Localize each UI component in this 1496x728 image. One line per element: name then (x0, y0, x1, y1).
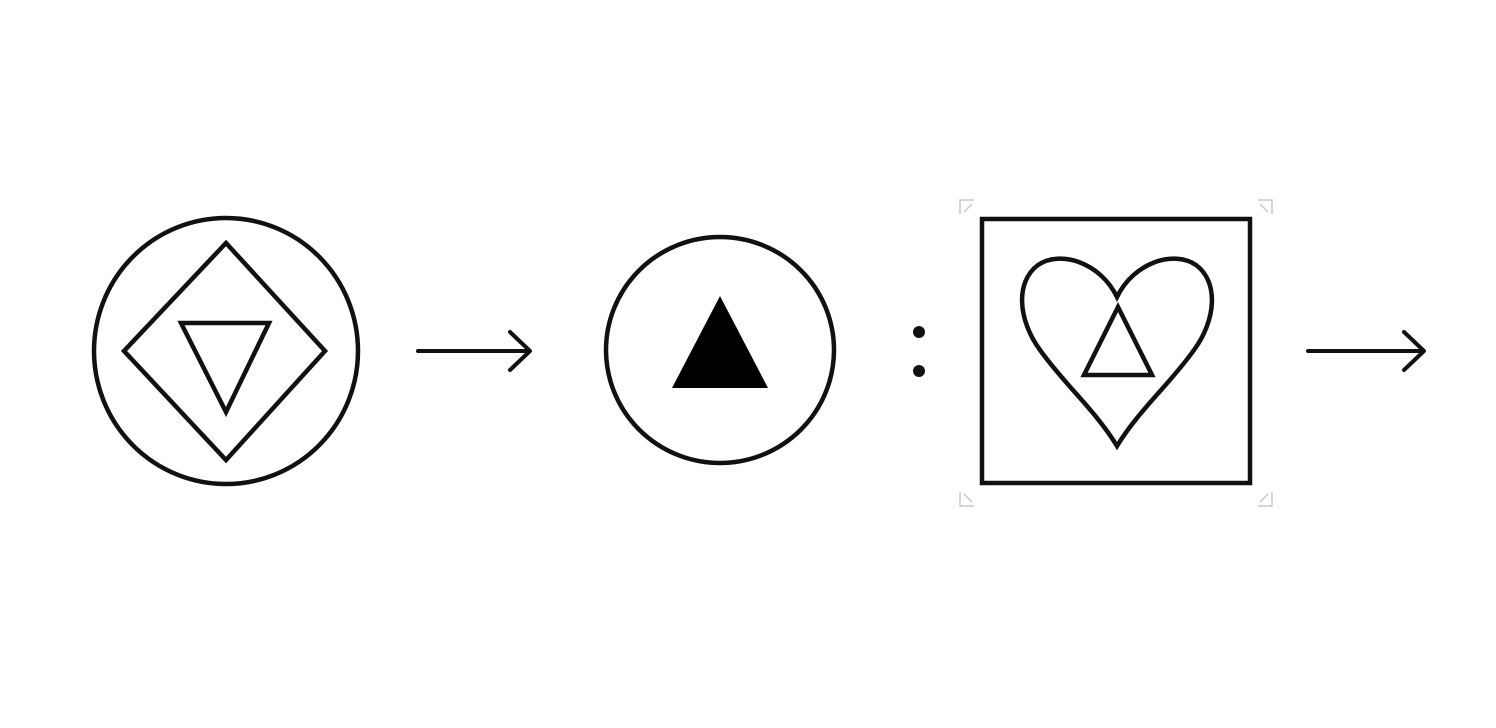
outer-circle (603, 234, 837, 466)
inverted-triangle (177, 320, 273, 418)
heart (1019, 256, 1215, 451)
arrow-right-icon (416, 330, 532, 372)
diamond (120, 239, 329, 464)
outer-circle (91, 215, 361, 487)
figure-circle-diamond-triangle (91, 215, 361, 487)
filled-triangle (672, 296, 768, 388)
arrow-right-icon (1306, 330, 1426, 372)
figure-square-heart-triangle (959, 199, 1273, 507)
outer-square (979, 216, 1253, 486)
outline-triangle (1080, 301, 1156, 378)
figure-circle-filled-triangle (603, 234, 837, 466)
colon-separator (913, 326, 925, 377)
crop-marks (959, 199, 1273, 507)
